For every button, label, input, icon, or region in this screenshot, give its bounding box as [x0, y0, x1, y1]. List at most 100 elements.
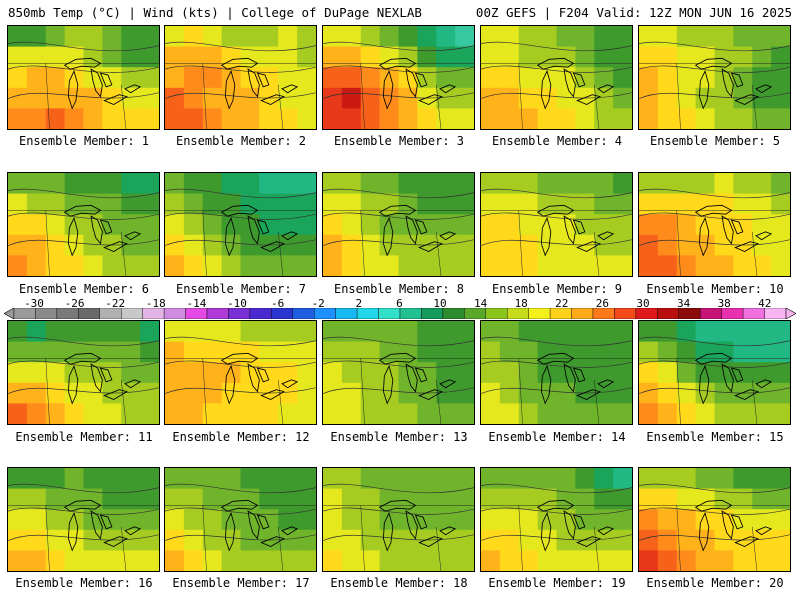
temperature-cell	[657, 529, 678, 551]
height-contour-line	[8, 188, 159, 199]
height-contour-line	[639, 212, 790, 220]
temperature-cell	[202, 173, 223, 195]
temperature-cell	[695, 193, 716, 215]
temperature-cell	[183, 362, 204, 384]
temperature-cell	[360, 529, 381, 551]
temperature-cell	[221, 341, 242, 363]
colorbar-segment	[657, 308, 679, 319]
temperature-cell	[64, 488, 85, 510]
temperature-cell	[481, 255, 501, 276]
temperature-cell	[518, 193, 539, 215]
temperature-cell	[8, 255, 28, 276]
temperature-cell	[695, 321, 716, 343]
temperature-cell	[676, 403, 697, 424]
temperature-cell	[714, 214, 734, 236]
colorbar-tick-label: 30	[636, 297, 650, 310]
temperature-cell	[714, 529, 734, 551]
temperature-cell	[83, 26, 103, 48]
temperature-cell	[436, 26, 456, 48]
temperature-cell	[278, 509, 298, 531]
temperature-cell	[518, 341, 539, 363]
temperature-cell	[771, 362, 790, 384]
temperature-cell	[202, 341, 223, 363]
temperature-cell	[26, 403, 47, 424]
temperature-cell	[140, 529, 159, 551]
colorbar-tick-label: -26	[64, 297, 85, 310]
temperature-cell	[165, 509, 185, 531]
temperature-cell	[379, 550, 400, 571]
temperature-cell	[594, 403, 614, 424]
height-contour-line	[8, 41, 159, 52]
colorbar-segment	[571, 308, 594, 319]
temperature-cell	[455, 382, 474, 404]
colorbar-tick-label: 10	[433, 297, 447, 310]
temperature-cell	[613, 255, 632, 276]
colorbar-tick-label: 26	[595, 297, 610, 310]
temperature-cell	[202, 214, 223, 236]
temperature-cell	[594, 529, 614, 551]
temperature-cell	[140, 321, 159, 343]
temperature-cell	[639, 234, 659, 256]
temperature-cell	[771, 46, 790, 68]
temperature-cell	[183, 382, 204, 404]
temperature-cell	[613, 468, 632, 490]
temperature-cell	[64, 26, 85, 48]
temperature-cell	[676, 108, 697, 129]
temperature-cell	[379, 468, 400, 490]
temperature-cell	[45, 67, 66, 89]
temperature-cell	[613, 341, 632, 363]
temperature-cell	[8, 529, 28, 551]
temperature-cell	[64, 87, 85, 109]
temperature-cell	[676, 341, 697, 363]
temperature-cell	[575, 488, 595, 510]
temperature-cell	[121, 382, 141, 404]
temperature-cell	[695, 255, 716, 276]
temperature-cell	[575, 341, 595, 363]
height-contour-line	[481, 92, 632, 99]
temperature-cell	[733, 26, 753, 48]
political-border-line	[202, 358, 207, 424]
height-contour-line	[8, 534, 159, 541]
great-lake-outline	[378, 499, 417, 512]
temperature-cell	[83, 173, 103, 195]
temperature-cell	[202, 321, 223, 343]
temperature-cell	[518, 468, 539, 490]
temperature-cell	[613, 108, 632, 129]
temperature-cell	[499, 550, 520, 571]
temperature-cell	[64, 234, 85, 256]
height-contour-line	[165, 239, 316, 246]
great-lake-outline	[597, 526, 615, 536]
temperature-cell	[26, 234, 47, 256]
temperature-cell	[259, 26, 279, 48]
temperature-cell	[455, 321, 474, 343]
temperature-cell	[202, 509, 223, 531]
great-lake-outline	[247, 68, 260, 98]
temperature-cell	[556, 362, 576, 384]
temperature-cell	[297, 108, 316, 129]
temperature-cell	[417, 26, 437, 48]
height-contour-line	[323, 239, 474, 246]
temperature-cell	[657, 193, 678, 215]
temperature-cell	[518, 403, 539, 424]
political-border-line	[676, 210, 681, 276]
temperature-cell	[121, 468, 141, 490]
temperature-cell	[323, 341, 343, 363]
temperature-cell	[676, 46, 697, 68]
temperature-cell	[8, 509, 28, 531]
temperature-cell	[323, 214, 343, 236]
temperature-cell	[518, 46, 539, 68]
temperature-cell	[323, 108, 343, 129]
great-lake-outline	[439, 526, 457, 536]
ensemble-member-label: Ensemble Member: 8	[333, 282, 465, 296]
map-title: 850mb Temp (°C) | Wind (kts) | College o…	[8, 5, 422, 20]
great-lake-outline	[734, 94, 760, 105]
political-border-line	[518, 505, 523, 571]
temperature-cell	[140, 108, 159, 129]
height-contour-line	[323, 65, 474, 73]
temperature-cell	[165, 529, 185, 551]
temperature-cell	[259, 255, 279, 276]
great-lake-outline	[414, 367, 428, 383]
temperature-cell	[221, 87, 242, 109]
ensemble-member-label: Ensemble Member: 10	[646, 282, 784, 296]
height-contour-line	[323, 41, 474, 52]
